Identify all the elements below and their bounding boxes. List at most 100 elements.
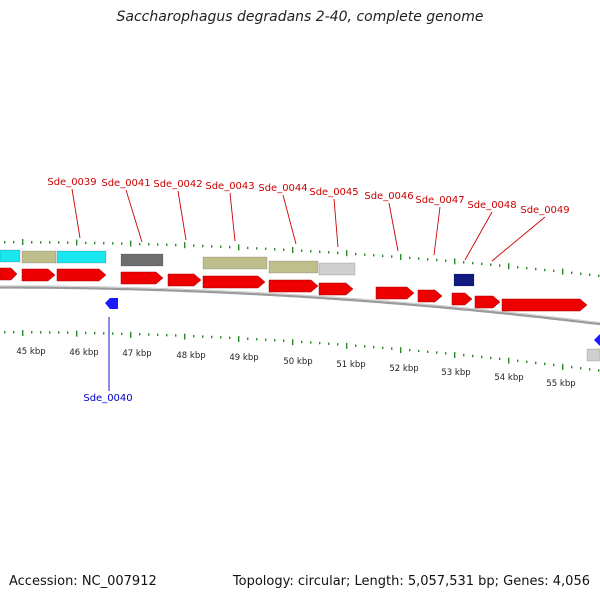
kbp-tick-label: 48 kbp bbox=[176, 351, 205, 361]
inner-tick bbox=[121, 332, 123, 335]
outer-tick bbox=[202, 244, 204, 248]
outer-tick bbox=[121, 242, 123, 245]
inner-tick bbox=[274, 339, 276, 342]
tick-rings bbox=[4, 239, 600, 372]
outer-tick bbox=[247, 246, 249, 250]
outer-tick bbox=[589, 273, 591, 276]
outer-tick bbox=[31, 241, 33, 244]
outer-tick bbox=[364, 253, 366, 256]
outer-tick bbox=[598, 274, 600, 277]
inner-tick bbox=[472, 354, 474, 358]
outer-tick bbox=[40, 241, 42, 244]
kbp-tick-label: 54 kbp bbox=[494, 373, 523, 383]
cds-arrow-minus bbox=[594, 334, 600, 346]
cds-arrow bbox=[451, 292, 473, 306]
outer-tick bbox=[391, 255, 393, 258]
outer-tick bbox=[283, 248, 285, 251]
outer-tick bbox=[139, 242, 141, 246]
inner-tick bbox=[382, 346, 384, 350]
inner-tick bbox=[418, 349, 420, 353]
cds-arrow-minus bbox=[105, 298, 118, 309]
inner-tick bbox=[148, 333, 150, 336]
outer-tick bbox=[58, 241, 60, 244]
gene-label-Sde_0048: Sde_0048 bbox=[467, 200, 516, 211]
inner-tick bbox=[454, 352, 456, 359]
inner-tick bbox=[67, 331, 69, 334]
outer-tick bbox=[166, 243, 168, 246]
inner-tick bbox=[193, 334, 195, 338]
inner-tick bbox=[355, 344, 357, 347]
inner-tick bbox=[337, 343, 339, 346]
outer-tick bbox=[238, 244, 240, 251]
inner-tick bbox=[94, 331, 96, 335]
inner-tick bbox=[238, 336, 240, 343]
outer-tick bbox=[4, 241, 6, 244]
outer-tick bbox=[355, 252, 357, 256]
inner-tick bbox=[589, 368, 591, 371]
inner-tick bbox=[328, 342, 330, 345]
outer-tick bbox=[400, 254, 402, 261]
inner-tick bbox=[490, 356, 492, 360]
cds-arrow bbox=[0, 267, 18, 281]
inner-tick bbox=[58, 331, 60, 334]
outer-tick bbox=[229, 245, 231, 249]
inner-tick bbox=[373, 345, 375, 349]
outer-tick bbox=[175, 243, 177, 247]
outer-tick bbox=[445, 259, 447, 262]
outer-tick bbox=[301, 249, 303, 252]
kbp-tick-label: 47 kbp bbox=[122, 349, 151, 359]
outer-tick bbox=[508, 263, 510, 270]
inner-tick bbox=[220, 336, 222, 339]
gene-label-Sde_0049: Sde_0049 bbox=[520, 205, 569, 216]
outer-tick bbox=[310, 250, 312, 253]
gene-label-Sde_0043: Sde_0043 bbox=[205, 181, 254, 192]
inner-tick bbox=[211, 335, 213, 339]
genome-backbone bbox=[0, 285, 600, 326]
outer-tick bbox=[427, 258, 429, 261]
outer-tick bbox=[499, 264, 501, 267]
cds-arrow bbox=[318, 282, 354, 296]
outer-tick bbox=[382, 254, 384, 258]
inner-tick bbox=[391, 347, 393, 350]
inner-tick bbox=[265, 338, 267, 341]
cds-arrow bbox=[417, 289, 443, 303]
outer-tick bbox=[517, 266, 519, 269]
outer-tick bbox=[49, 241, 51, 244]
inner-tick bbox=[22, 330, 24, 337]
inner-tick bbox=[310, 341, 312, 344]
cds-arrow bbox=[202, 275, 266, 289]
leader-line bbox=[491, 216, 546, 262]
inner-tick bbox=[526, 360, 528, 364]
leader-line bbox=[282, 194, 297, 245]
kbp-tick-label: 50 kbp bbox=[283, 357, 312, 367]
outer-tick bbox=[373, 254, 375, 257]
accession-label: Accession: NC_007912 bbox=[9, 574, 157, 589]
leader-line bbox=[464, 211, 493, 261]
outer-tick bbox=[472, 261, 474, 265]
outer-tick bbox=[544, 268, 546, 272]
inner-tick bbox=[580, 367, 582, 370]
inner-tick bbox=[202, 335, 204, 338]
inner-tick bbox=[292, 339, 294, 346]
inner-tick bbox=[436, 351, 438, 354]
inner-tick bbox=[31, 331, 33, 334]
cog-bar bbox=[0, 249, 21, 263]
kbp-tick-label: 55 kbp bbox=[546, 379, 575, 389]
outer-tick bbox=[436, 258, 438, 262]
cds-arrow bbox=[120, 271, 164, 285]
cog-bar bbox=[56, 250, 107, 264]
outer-tick bbox=[454, 258, 456, 265]
outer-tick bbox=[103, 241, 105, 245]
cog-bar bbox=[202, 256, 268, 270]
outer-tick bbox=[274, 248, 276, 251]
inner-tick bbox=[517, 359, 519, 363]
outer-tick bbox=[337, 251, 339, 255]
cds-track bbox=[0, 267, 588, 312]
outer-tick bbox=[256, 247, 258, 250]
inner-tick bbox=[256, 338, 258, 341]
inner-tick bbox=[445, 352, 447, 355]
leader-line bbox=[229, 192, 236, 242]
outer-tick bbox=[67, 241, 69, 244]
leader-line bbox=[177, 190, 187, 241]
inner-tick bbox=[49, 331, 51, 334]
